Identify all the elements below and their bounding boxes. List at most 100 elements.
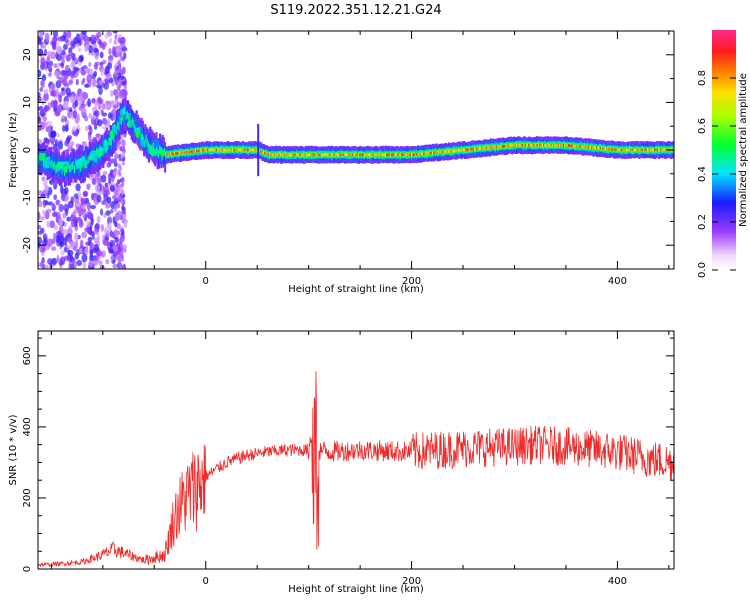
spectrogram-noise-cell (51, 89, 57, 97)
spectrogram-noise-cell (82, 262, 87, 269)
spectrogram-ridge-cell (433, 151, 436, 154)
spectrogram-noise-cell (116, 84, 120, 90)
spectrogram-noise-cell (43, 48, 48, 56)
spectrogram-ridge-cell (412, 153, 415, 156)
spectrogram-noise-cell (38, 262, 41, 268)
spectrogram-ridge-cell (210, 148, 214, 152)
spectrogram-noise-cell (41, 97, 45, 106)
spectrogram-noise-cell (94, 227, 100, 235)
spectrogram-ridge-cell (491, 146, 494, 149)
spectrogram-ridge-cell (205, 148, 209, 152)
spectrogram-ridge-cell (548, 144, 551, 147)
spectrogram-ridge-cell (564, 144, 567, 147)
spectrogram-ridge-cell (634, 148, 637, 152)
spectrogram-noise-cell (40, 216, 46, 221)
spectrogram-band-cell (88, 153, 91, 173)
spectrogram-ridge-cell (313, 153, 316, 156)
spectrogram-noise-cell (66, 216, 72, 222)
spectrogram-ridge-cell (178, 151, 181, 155)
spectrogram-band-cell (56, 164, 59, 173)
spectrogram-band-cell (134, 124, 137, 133)
spectrogram-ridge-cell (533, 144, 536, 147)
spectrogram-ridge-cell (594, 146, 598, 150)
spectrogram-ridge-cell (499, 145, 503, 148)
spectrogram-ridge-cell (578, 145, 582, 148)
spectrogram-ridge-cell (575, 144, 578, 148)
spectrogram-noise-cell (78, 105, 84, 112)
spectrogram-ridge-cell (460, 149, 463, 152)
spectrogram-noise-cell (118, 78, 122, 84)
spectrogram-noise-cell (108, 160, 112, 166)
spectrogram-noise-cell (94, 222, 100, 230)
spectrogram-ridge-cell (324, 153, 327, 156)
spectrogram-noise-cell (53, 99, 58, 108)
spectrogram-noise-cell (62, 212, 67, 219)
spectrogram-noise-cell (52, 232, 57, 239)
spectrogram-ridge-cell (182, 151, 185, 154)
spectrogram-band-cell (139, 128, 142, 147)
spectrogram-noise-cell (118, 171, 122, 177)
x-tick-label: 400 (608, 276, 627, 287)
spectrogram-noise-cell (76, 37, 82, 44)
spectrogram-band-cell (128, 113, 131, 121)
spectrogram-noise-cell (80, 208, 87, 213)
spectrogram-ridge-cell (267, 153, 270, 156)
spectrogram-ridge-cell (186, 151, 189, 154)
spectrogram-noise-cell (110, 90, 114, 97)
spectrogram-ridge-cell (213, 148, 216, 152)
spectrogram-noise-cell (113, 256, 117, 262)
spectrogram-ridge-cell (407, 153, 410, 156)
spectrogram-ridge-cell (352, 153, 356, 156)
snr-frame (37, 330, 675, 570)
spectrogram-ridge-cell (328, 153, 331, 156)
spectrogram-ridge-cell (293, 153, 296, 156)
spectrogram-band-cell (102, 147, 105, 156)
spectrogram-noise-cell (93, 62, 99, 70)
spectrogram-noise-cell (107, 173, 112, 181)
spectrogram-noise-cell (38, 95, 42, 103)
spectrogram-ridge-cell (627, 148, 630, 152)
spectrogram-noise-cell (98, 260, 103, 266)
spectrogram-ridge-cell (546, 144, 549, 147)
spectrogram-noise-cell (90, 217, 94, 226)
x-tick-label: 0 (203, 276, 209, 287)
figure-title: S119.2022.351.12.21.G24 (270, 3, 441, 18)
spectrogram-noise-cell (84, 83, 90, 88)
spectrogram-ridge-cell (418, 152, 421, 156)
spectrogram-ridge-cell (382, 153, 385, 156)
spectrogram-band-cell (123, 106, 126, 126)
spectrogram-ridge-cell (549, 144, 552, 147)
spectrogram-ridge-cell (550, 144, 553, 147)
spectrogram-ridge-cell (255, 148, 258, 152)
spectrogram-noise-cell (38, 37, 42, 45)
spectrogram-ridge-cell (452, 149, 456, 153)
spectrogram-ridge-cell (229, 148, 232, 152)
spectrogram-ridge-cell (312, 153, 315, 156)
spectrogram-band-cell (107, 142, 110, 151)
spectrogram-ridge-cell (613, 148, 616, 151)
spectrogram-noise-cell (59, 241, 65, 248)
spectrogram-noise-cell (51, 212, 56, 218)
spectrogram-band-cell (66, 160, 69, 169)
spectrogram-ridge-cell (414, 153, 417, 156)
spectrogram-ridge-cell (346, 153, 349, 156)
spectrogram-ridge-cell (664, 148, 667, 152)
spectrogram-ridge-cell (512, 144, 515, 147)
spectrogram-noise-cell (113, 170, 117, 176)
spectrogram-band-cell (73, 165, 77, 174)
spectrogram-noise-cell (92, 115, 96, 120)
spectrogram-noise-cell (73, 198, 79, 203)
spectrogram-ridge-cell (641, 148, 645, 152)
spectrogram-noise-cell (119, 89, 126, 96)
spectrogram-ridge-cell (424, 152, 427, 155)
spectrogram-ridge-cell (326, 153, 330, 156)
spectrogram-ridge-cell (201, 149, 204, 152)
y-tick-label: 10 (22, 96, 33, 109)
spectrogram-ridge-cell (653, 148, 656, 152)
spectrogram-ridge-cell (636, 148, 640, 152)
colorbar-gradient (712, 30, 736, 270)
spectrogram-noise-cell (107, 62, 113, 70)
spectrogram-noise-cell (99, 51, 104, 59)
spectrogram-noise-cell (123, 84, 128, 90)
spectrogram-ridge-cell (230, 148, 233, 152)
